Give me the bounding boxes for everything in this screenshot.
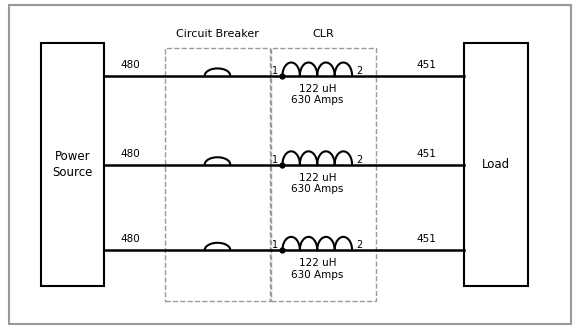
Text: CLR: CLR [313,30,335,39]
Bar [271,48,376,301]
Text: 451: 451 [416,149,436,159]
Text: 2: 2 [357,66,363,76]
Text: 480: 480 [121,60,140,70]
Text: 122 uH
630 Amps: 122 uH 630 Amps [291,84,343,106]
Bar [165,48,270,301]
Text: Circuit Breaker: Circuit Breaker [176,30,259,39]
Text: 1: 1 [271,66,278,76]
Text: Load: Load [482,158,510,171]
Text: 1: 1 [271,240,278,250]
Bar [464,43,528,286]
Text: 480: 480 [121,149,140,159]
Text: 2: 2 [357,240,363,250]
Text: 2: 2 [357,155,363,165]
Text: 122 uH
630 Amps: 122 uH 630 Amps [291,173,343,194]
Text: 451: 451 [416,234,436,244]
Text: 480: 480 [121,234,140,244]
Text: 451: 451 [416,60,436,70]
Text: 122 uH
630 Amps: 122 uH 630 Amps [291,258,343,280]
Text: 1: 1 [271,155,278,165]
Bar [41,43,104,286]
Text: Power
Source: Power Source [52,150,93,179]
